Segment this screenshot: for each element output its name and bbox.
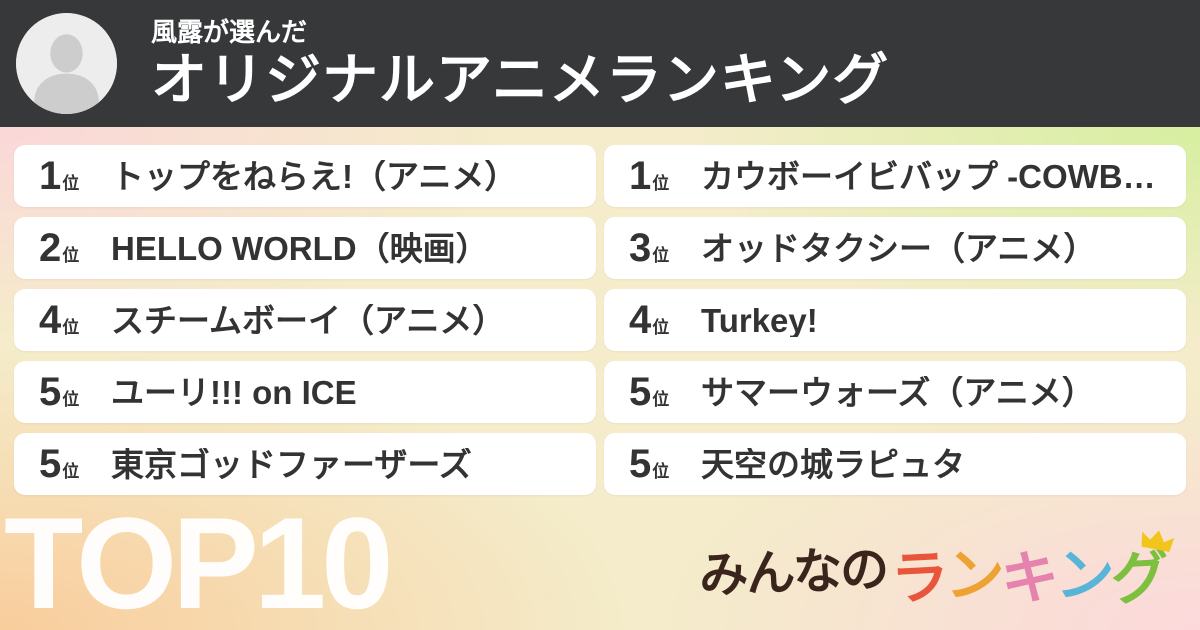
rank-number: 4	[629, 298, 652, 342]
rank-number: 1	[629, 154, 652, 198]
avatar	[16, 13, 117, 114]
rank-suffix: 位	[652, 174, 670, 193]
page-title: オリジナルアニメランキング	[151, 47, 890, 111]
rank-suffix: 位	[62, 246, 80, 265]
rank-suffix: 位	[62, 390, 80, 409]
header: 風露が選んだ オリジナルアニメランキング	[0, 0, 1200, 127]
item-title: ユーリ!!! on ICE	[111, 375, 357, 409]
logo-char: ン	[1054, 542, 1113, 611]
person-icon	[16, 13, 117, 114]
item-title: トップをねらえ!（アニメ）	[111, 159, 518, 193]
item-title: 東京ゴッドファーザーズ	[111, 447, 472, 481]
rank-number: 5	[629, 370, 652, 414]
crown-icon	[1141, 530, 1175, 553]
rank-suffix: 位	[652, 390, 670, 409]
attribution-text: 風露が選んだ	[151, 16, 308, 47]
rank-number: 4	[39, 298, 62, 342]
rank-number: 3	[629, 226, 652, 270]
header-text: 風露が選んだ オリジナルアニメランキング	[151, 15, 889, 113]
logo-prefix-text: みんなの	[698, 542, 888, 604]
rank-number: 5	[39, 370, 62, 414]
rank-suffix: 位	[62, 174, 80, 193]
logo-char: キ	[999, 544, 1058, 613]
item-title: サマーウォーズ（アニメ）	[701, 375, 1095, 409]
rank-suffix: 位	[652, 318, 670, 337]
rank-number: 5	[39, 442, 62, 486]
top10-watermark: TOP10	[4, 490, 393, 630]
rank-number: 2	[39, 226, 62, 270]
item-title: Turkey!	[701, 303, 818, 337]
item-title: HELLO WORLD（映画）	[111, 231, 489, 265]
minna-no-ranking-logo: みんなの ラ ン キ ン グ	[698, 530, 1175, 613]
rank-suffix: 位	[62, 462, 80, 481]
item-title: カウボーイビバップ -COWB…	[701, 159, 1156, 193]
item-title: 天空の城ラピュタ	[701, 447, 965, 481]
rank-suffix: 位	[652, 462, 670, 481]
rank-suffix: 位	[652, 246, 670, 265]
logo-char: ラ	[889, 544, 948, 613]
logo-char: ン	[944, 542, 1003, 611]
rank-suffix: 位	[62, 318, 80, 337]
logo-char: グ	[1109, 544, 1168, 613]
item-title: スチームボーイ（アニメ）	[111, 303, 506, 337]
item-title: オッドタクシー（アニメ）	[701, 231, 1097, 265]
logo-char-with-crown: グ	[1109, 530, 1175, 612]
rank-number: 5	[629, 442, 652, 486]
rank-number: 1	[39, 154, 62, 198]
